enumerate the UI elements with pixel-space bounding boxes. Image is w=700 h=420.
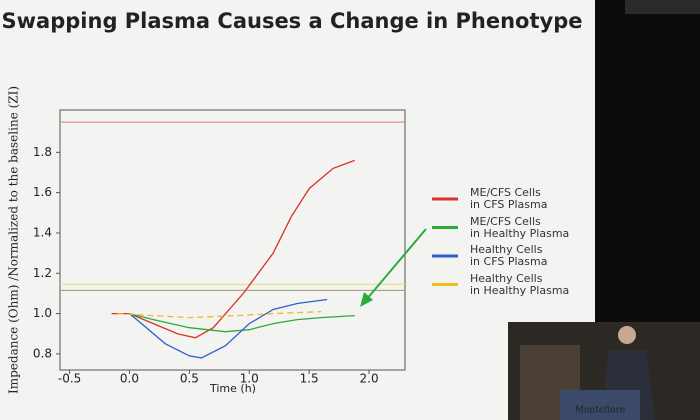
y-tick-label: 1.0 [33, 306, 52, 320]
speaker-head [618, 326, 636, 344]
y-tick-label: 0.8 [33, 346, 52, 360]
x-tick-label: 2.0 [360, 372, 379, 386]
y-tick-label: 1.4 [33, 225, 52, 239]
arrow-shaft [365, 228, 427, 301]
series-line [111, 159, 355, 339]
chart-title: Swapping Plasma Causes a Change in Pheno… [2, 9, 583, 33]
podium [560, 390, 640, 420]
corner-box [625, 0, 700, 14]
y-tick-label: 1.8 [33, 145, 52, 159]
series-line [129, 298, 328, 359]
legend-label: ME/CFS Cells in Healthy Plasma [470, 214, 570, 240]
y-tick-label: 1.6 [33, 185, 52, 199]
series-line [129, 312, 355, 333]
x-tick-label: 0.5 [180, 372, 199, 386]
plot-frame [59, 109, 406, 371]
x-tick-label: 1.0 [240, 372, 259, 386]
x-axis-label: Time (h) [209, 382, 256, 395]
plot-area: -0.5 0.0 0.5 1.0 1.5 2.0 0.8 1.0 1.2 1.4 1.6 1.8 [33, 121, 458, 386]
slide-background [0, 0, 595, 420]
arrow-head [360, 292, 373, 307]
series-line [117, 310, 322, 319]
x-tick-label: 0.0 [120, 372, 139, 386]
legend-label: Healthy Cells in CFS Plasma [470, 243, 548, 268]
legend-label: Healthy Cells in Healthy Plasma [470, 271, 570, 297]
y-axis-label: Impedance (Ohm) /Normalized to the basel… [7, 86, 21, 394]
y-tick-label: 1.2 [33, 266, 52, 280]
inset-text: Montefiore [575, 406, 625, 416]
x-tick-label: 1.5 [300, 372, 319, 386]
legend-label: ME/CFS Cells in CFS Plasma [470, 186, 548, 211]
x-tick-label: -0.5 [58, 372, 81, 386]
